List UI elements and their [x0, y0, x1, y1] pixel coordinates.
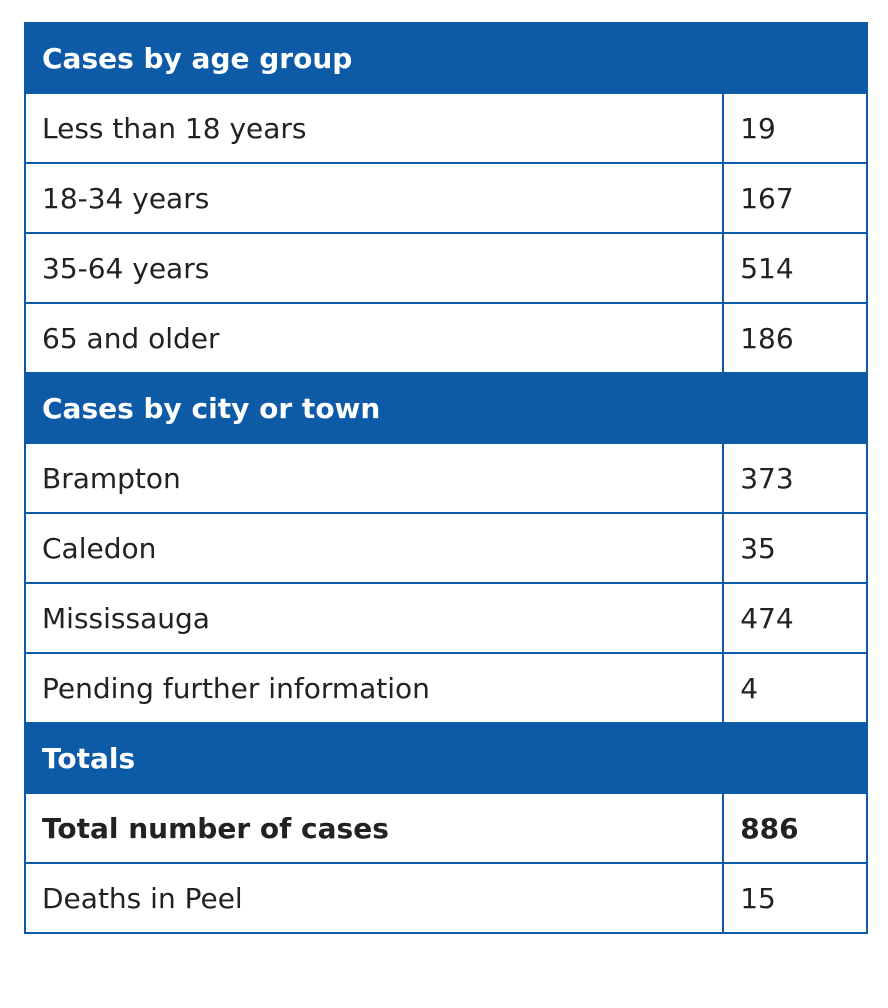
row-label: 35-64 years — [23, 232, 725, 304]
row-label: Less than 18 years — [23, 92, 725, 164]
row-value: 886 — [722, 792, 868, 864]
table-row: 35-64 years 514 — [23, 232, 868, 304]
table-row: Pending further information 4 — [23, 652, 868, 724]
row-label: Mississauga — [23, 582, 725, 654]
table-row: Less than 18 years 19 — [23, 92, 868, 164]
section-title-totals: Totals — [24, 722, 868, 794]
row-label: Pending further information — [23, 652, 725, 724]
table-row: 65 and older 186 — [23, 302, 868, 374]
row-value: 4 — [722, 652, 868, 724]
case-stats-table: Cases by age group Less than 18 years 19… — [23, 22, 868, 934]
section-header-city: Cases by city or town — [24, 372, 868, 444]
row-label: 18-34 years — [23, 162, 725, 234]
table-row: Mississauga 474 — [23, 582, 868, 654]
table-row: 18-34 years 167 — [23, 162, 868, 234]
row-value: 514 — [722, 232, 868, 304]
table-row-total-cases: Total number of cases 886 — [23, 792, 868, 864]
section-header-totals: Totals — [24, 722, 868, 794]
row-value: 373 — [722, 442, 868, 514]
row-label: Caledon — [23, 512, 725, 584]
row-label: Total number of cases — [23, 792, 725, 864]
row-value: 19 — [722, 92, 868, 164]
section-title-city: Cases by city or town — [24, 372, 868, 444]
row-value: 186 — [722, 302, 868, 374]
table-row: Caledon 35 — [23, 512, 868, 584]
table-row-deaths: Deaths in Peel 15 — [23, 862, 868, 934]
row-value: 35 — [722, 512, 868, 584]
table-row: Brampton 373 — [23, 442, 868, 514]
section-header-age: Cases by age group — [24, 22, 868, 94]
row-label: Brampton — [23, 442, 725, 514]
row-label: Deaths in Peel — [23, 862, 725, 934]
stats-table-container: Cases by age group Less than 18 years 19… — [23, 22, 868, 934]
row-value: 15 — [722, 862, 868, 934]
section-title-age: Cases by age group — [24, 22, 868, 94]
row-value: 167 — [722, 162, 868, 234]
row-value: 474 — [722, 582, 868, 654]
row-label: 65 and older — [23, 302, 725, 374]
